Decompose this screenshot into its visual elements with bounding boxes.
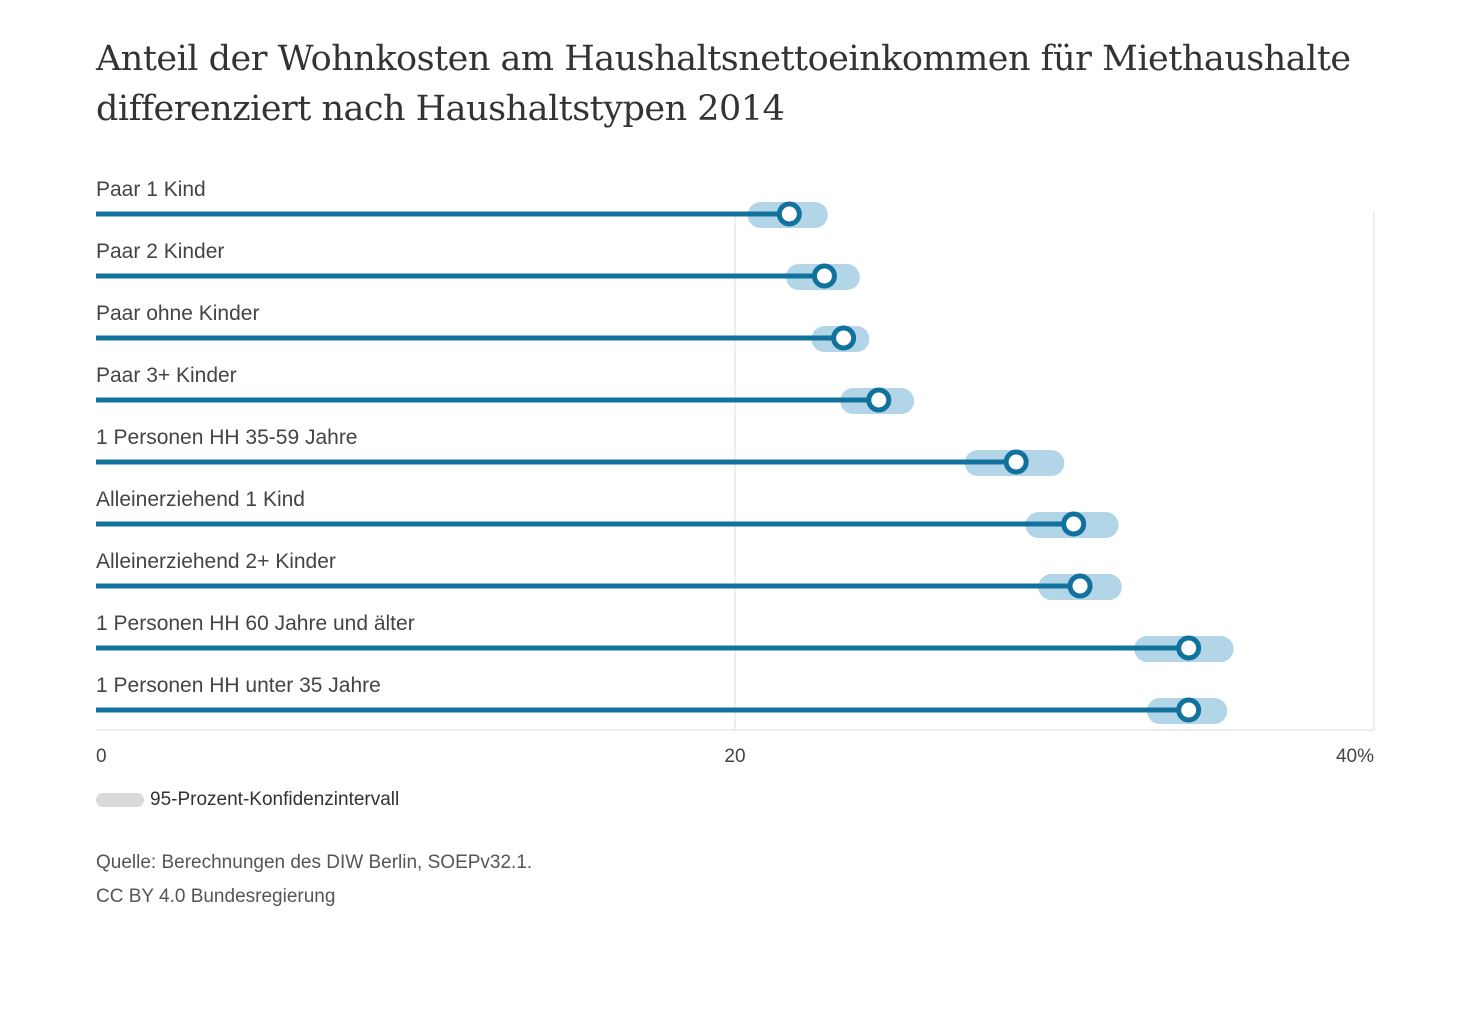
- category-label: Paar 2 Kinder: [96, 240, 224, 263]
- category-label: 1 Personen HH unter 35 Jahre: [96, 674, 381, 697]
- value-point: [866, 387, 892, 413]
- category-label: Paar 3+ Kinder: [96, 364, 237, 387]
- value-point: [776, 201, 802, 227]
- category-label: 1 Personen HH 35-59 Jahre: [96, 426, 358, 449]
- license-line: CC BY 4.0 Bundesregierung: [96, 886, 336, 907]
- x-tick-label: 20: [724, 746, 745, 767]
- value-point: [811, 263, 837, 289]
- value-point: [1003, 449, 1029, 475]
- value-point: [1061, 511, 1087, 537]
- category-label: Alleinerziehend 1 Kind: [96, 488, 305, 511]
- legend: 95-Prozent-Konfidenzintervall: [96, 786, 399, 814]
- source-note: Quelle: Berechnungen des DIW Berlin, SOE…: [96, 846, 532, 914]
- confidence-interval-swatch: [96, 793, 144, 807]
- x-tick-label: 0: [96, 746, 107, 767]
- category-label: 1 Personen HH 60 Jahre und älter: [96, 612, 415, 635]
- category-label: Alleinerziehend 2+ Kinder: [96, 550, 336, 573]
- source-line: Quelle: Berechnungen des DIW Berlin, SOE…: [96, 852, 533, 873]
- value-point: [1176, 697, 1202, 723]
- value-point: [831, 325, 857, 351]
- value-point: [1067, 573, 1093, 599]
- dot-range-chart: 0 20 40% Paar 1 Kind Paar 2 Kinder Paar ohne …: [96, 178, 1375, 767]
- chart-title: Anteil der Wohnkosten am Haushaltsnettoe…: [96, 34, 1396, 134]
- category-label: Paar 1 Kind: [96, 178, 206, 201]
- value-point: [1176, 635, 1202, 661]
- chart-title-line-1: Anteil der Wohnkosten am Haushaltsnettoe…: [96, 39, 1351, 79]
- x-tick-label: 40%: [1336, 746, 1374, 767]
- chart-title-line-2: differenziert nach Haushaltstypen 2014: [96, 89, 785, 129]
- legend-label: 95-Prozent-Konfidenzintervall: [150, 789, 400, 810]
- category-label: Paar ohne Kinder: [96, 302, 259, 325]
